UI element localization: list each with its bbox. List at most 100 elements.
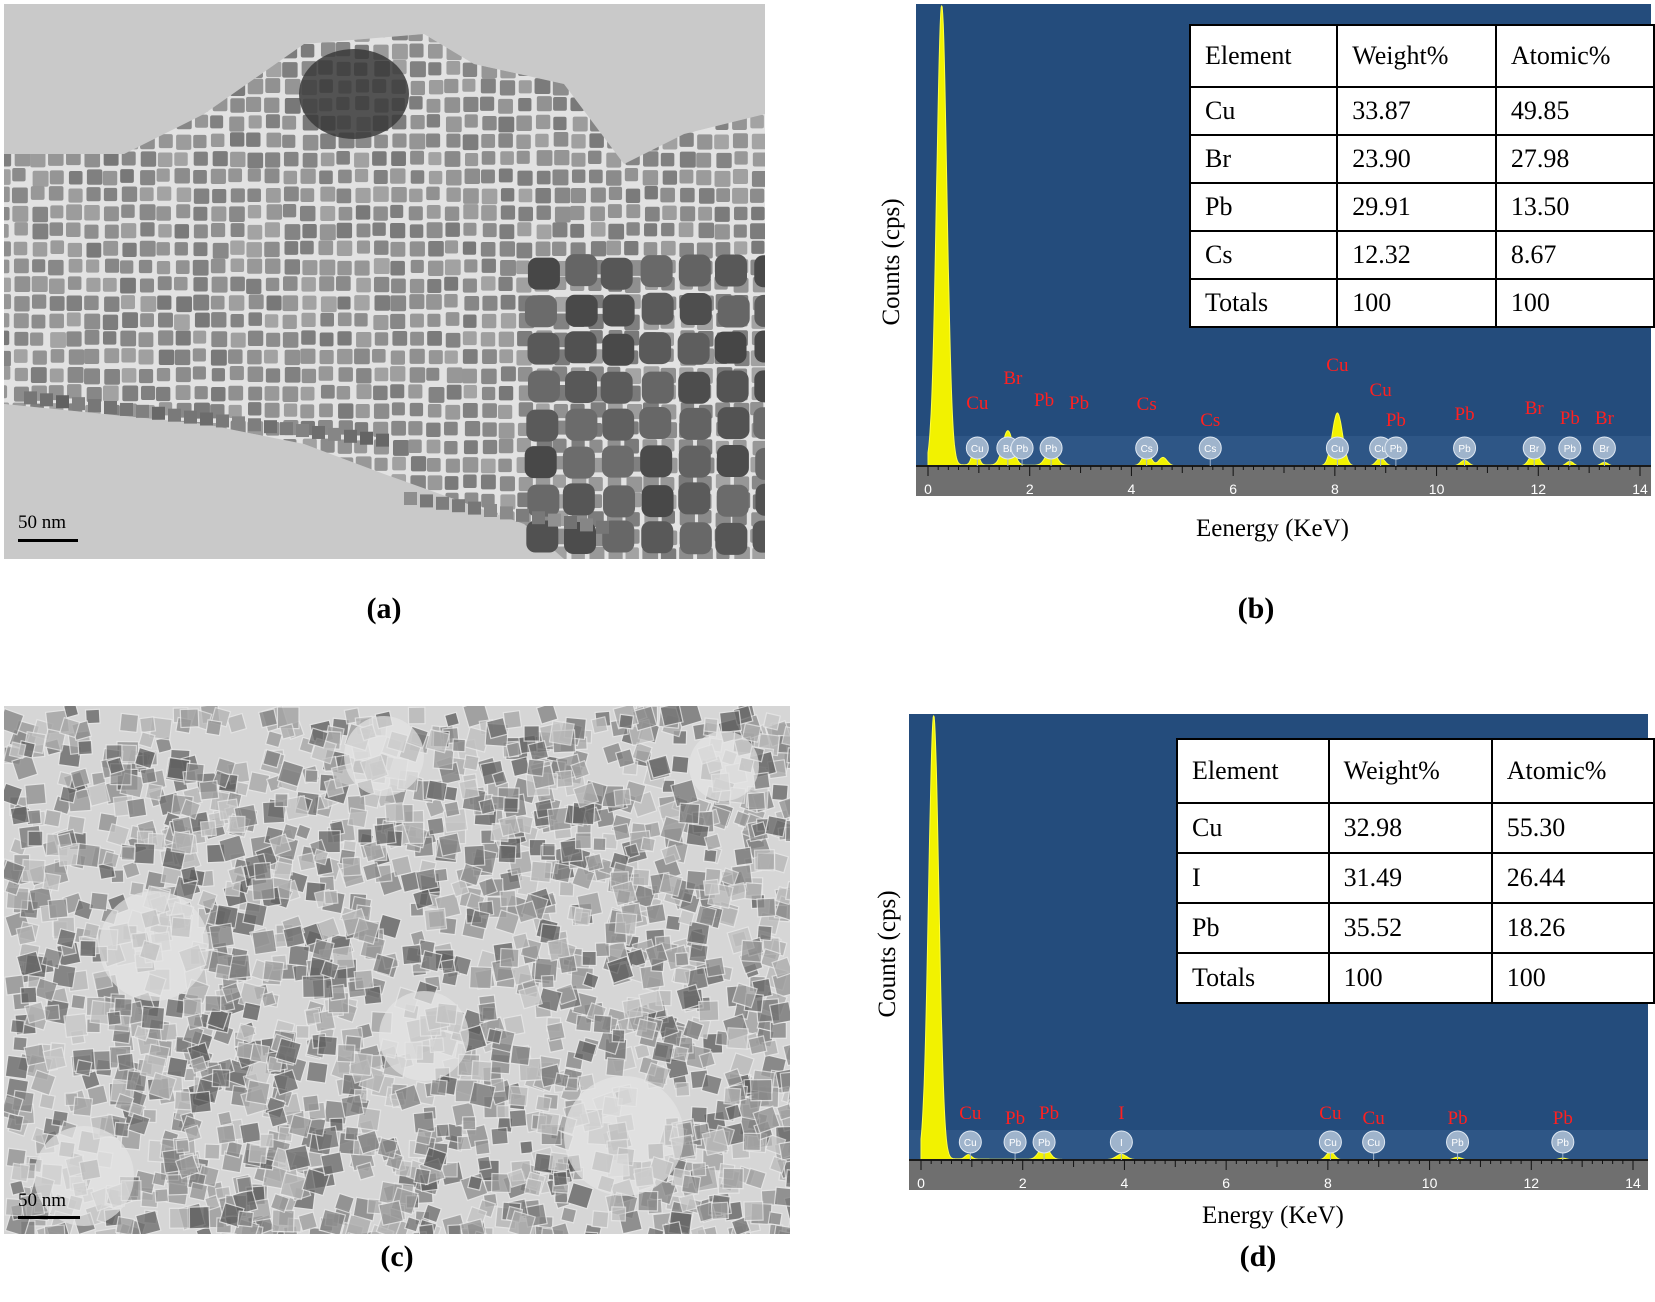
- table-b-cell: 12.32: [1336, 230, 1497, 280]
- tem-a-nanocube: [480, 241, 496, 257]
- tem-a-nanocube: [554, 206, 571, 223]
- tem-a-nanocube: [229, 206, 245, 223]
- tem-a-nanocube: [373, 314, 389, 331]
- tem-a-nanocube: [462, 368, 477, 384]
- tem-c-nanocube: [536, 1111, 561, 1136]
- tem-a-strip-cube: [328, 427, 341, 441]
- tem-a-nanocube: [139, 187, 154, 202]
- table-d-header-cell: Atomic%: [1490, 738, 1655, 804]
- tem-a-nanocube: [354, 152, 370, 168]
- tem-a-nanocube: [264, 97, 280, 113]
- tem-a-nanocube: [679, 132, 694, 147]
- tem-a-nanocube: [409, 294, 425, 310]
- tem-a-nanocube: [390, 350, 405, 365]
- tem-a-large-cube: [641, 485, 674, 518]
- eds-b-marker-bubble: [1453, 436, 1477, 460]
- tem-c-nanocube: [198, 779, 220, 801]
- tem-c-nanocube: [614, 912, 638, 936]
- tem-a-nanocube: [408, 384, 423, 399]
- tem-a-nanocube: [300, 404, 315, 419]
- tem-c-nanocube: [477, 876, 499, 898]
- tem-a-nanocube: [500, 151, 514, 165]
- tem-c-nanocube: [638, 989, 665, 1016]
- tem-a-nanocube: [320, 438, 335, 453]
- tem-a-nanocube: [103, 240, 119, 256]
- tem-a-nanocube: [102, 277, 117, 292]
- tem-c-nanocube: [378, 1199, 405, 1227]
- tem-c-nanocube: [675, 983, 703, 1011]
- eds-b-marker-bubble: [1558, 436, 1582, 460]
- tem-c-nanocube: [24, 782, 47, 806]
- tem-a-nanocube: [642, 170, 659, 186]
- tem-a-nanocube: [680, 187, 695, 203]
- tem-a-nanocube: [246, 96, 262, 112]
- table-d-row: Pb 35.52 18.26: [1176, 902, 1655, 954]
- tem-a-nanocube: [553, 313, 570, 330]
- tem-c-nanocube: [612, 822, 631, 842]
- tem-a-nanocube: [624, 241, 639, 256]
- tem-a-nanocube: [84, 313, 101, 330]
- eds-b-tick-label: 10: [1429, 481, 1445, 496]
- tem-a-nanocube: [373, 403, 390, 419]
- tem-a-nanocube: [552, 222, 568, 238]
- tem-a-nanocube: [300, 348, 316, 364]
- tem-c-nanocube: [508, 1108, 528, 1128]
- tem-c-nanocube: [784, 1169, 790, 1190]
- tem-a-nanocube: [535, 187, 551, 204]
- tem-a-nanocube: [589, 439, 603, 453]
- tem-c-nanocube: [373, 822, 397, 846]
- tem-a-nanocube: [498, 133, 513, 148]
- tem-a-nanocube: [697, 134, 713, 150]
- eds-d-marker-label: Pb: [1448, 1108, 1468, 1129]
- tem-c-nanocube: [443, 800, 461, 818]
- tem-a-nanocube: [373, 385, 388, 401]
- tem-a-nanocube: [156, 367, 171, 382]
- tem-c-nanocube: [125, 1070, 148, 1093]
- tem-c-nanocube: [336, 1043, 356, 1063]
- tem-c-nanocube: [426, 816, 446, 836]
- tem-c-nanocube: [362, 839, 386, 863]
- tem-a-nanocube: [30, 367, 47, 383]
- eds-b-marker-symbol: Pb: [1016, 444, 1029, 455]
- tem-c-nanocube: [701, 1128, 730, 1157]
- tem-c-nanocube: [186, 1013, 204, 1031]
- tem-a-nanocube: [355, 187, 371, 204]
- tem-a-nanocube: [554, 187, 571, 204]
- eds-b-marker-symbol: Cu: [1374, 444, 1387, 455]
- tem-c-nanocube: [506, 1168, 527, 1189]
- eds-b-marker-bubble: [965, 436, 989, 460]
- tem-a-nanocube: [536, 170, 551, 185]
- tem-c-nanocube: [127, 1112, 151, 1136]
- tem-a-nanocube: [714, 170, 731, 187]
- tem-c-nanocube: [677, 908, 696, 927]
- tem-c-nanocube: [239, 1121, 262, 1145]
- tem-c-nanocube: [205, 719, 223, 737]
- y-axis-label-d: Counts (cps): [874, 890, 901, 1018]
- tem-a-nanocube: [392, 440, 409, 456]
- tem-a-nanocube: [300, 43, 315, 58]
- tem-a-nanocube: [462, 278, 477, 293]
- tem-a-nanocube: [734, 241, 748, 255]
- tem-a-nanocube: [84, 151, 101, 168]
- tem-c-nanocube: [640, 836, 657, 853]
- tem-a-nanocube: [644, 186, 658, 200]
- tem-c-nanocube: [318, 1208, 347, 1234]
- tem-c-nanocube: [535, 706, 559, 725]
- tem-a-nanocube: [444, 240, 459, 254]
- tem-c-nanocube: [678, 802, 701, 825]
- tem-a-nanocube: [391, 186, 407, 203]
- tem-a-strip-cube: [296, 424, 309, 438]
- tem-c-nanocube: [42, 1046, 68, 1072]
- tem-c-nanocube: [435, 1123, 450, 1138]
- tem-c-nanocube: [605, 1057, 626, 1078]
- tem-c-nanocube: [257, 708, 279, 729]
- tem-a-large-cube: [714, 331, 747, 364]
- tem-a-nanocube: [247, 188, 261, 203]
- eds-d-element-marker: Pb Pb: [1551, 1108, 1575, 1160]
- tem-a-nanocube: [301, 368, 317, 384]
- tem-a-nanocube: [517, 170, 533, 186]
- tem-a-nanocube: [500, 294, 516, 310]
- tem-a-nanocube: [571, 152, 586, 167]
- tem-c-nanocube: [51, 963, 77, 989]
- tem-c-nanocube: [458, 778, 480, 800]
